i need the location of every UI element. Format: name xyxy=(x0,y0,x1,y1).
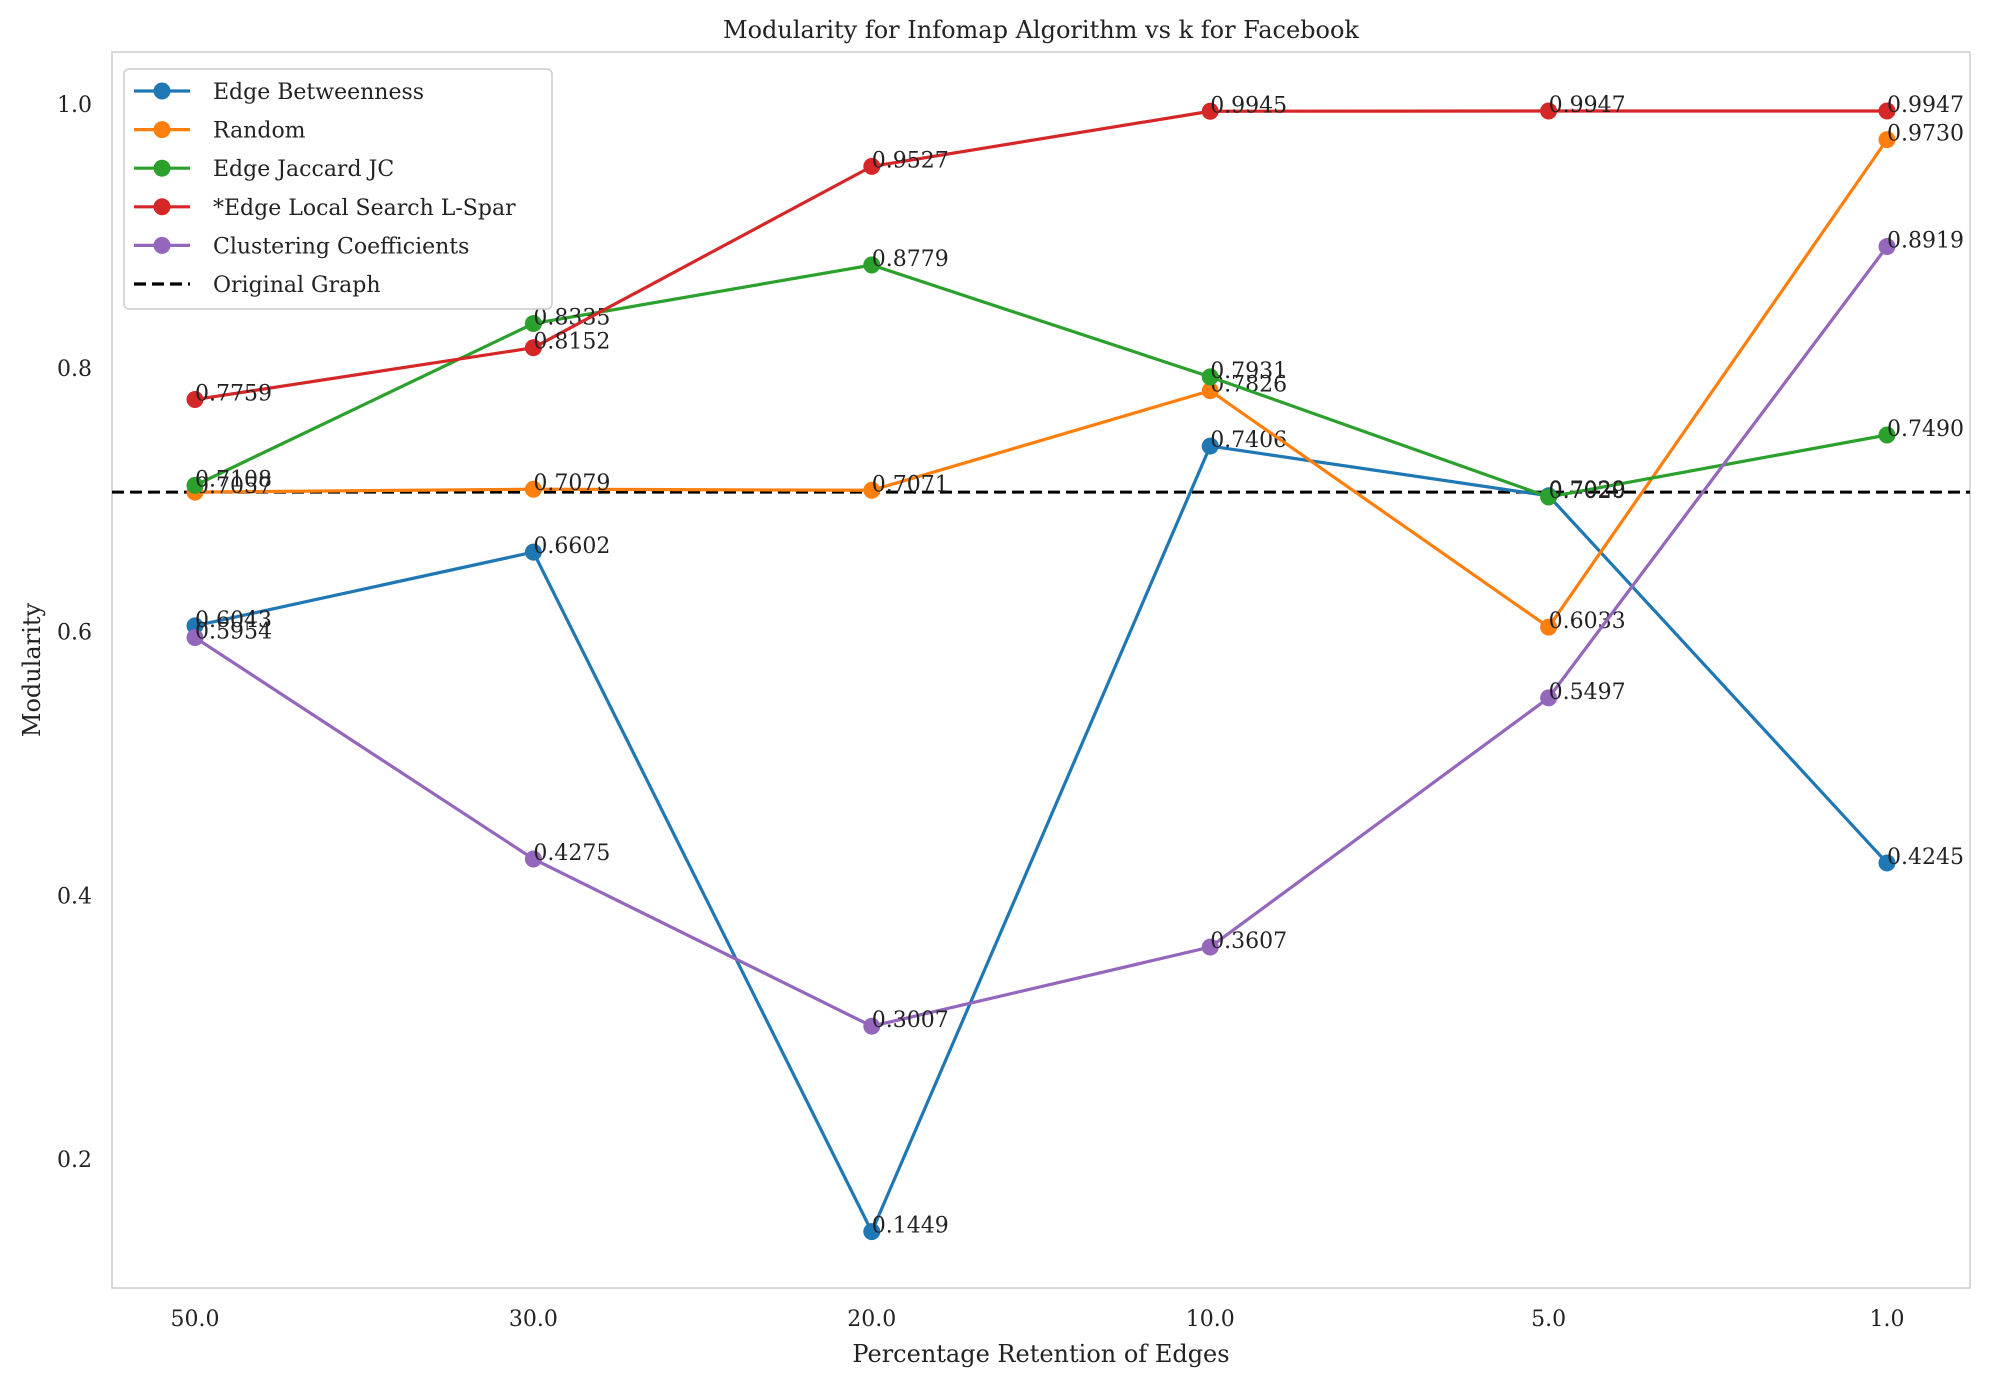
data-point xyxy=(863,1223,881,1241)
data-label: 0.6043 xyxy=(195,608,272,633)
x-tick-label: 10.0 xyxy=(1186,1307,1235,1332)
data-label: 0.6602 xyxy=(533,534,610,559)
series-layer: 0.60430.66020.14490.74060.70290.42450.70… xyxy=(186,93,1964,1241)
data-label: 0.7490 xyxy=(1887,417,1964,442)
data-label: 0.4275 xyxy=(533,841,610,866)
data-label: 0.3007 xyxy=(872,1008,949,1033)
data-point xyxy=(1201,368,1219,386)
y-tick-label: 0.2 xyxy=(57,1148,92,1173)
legend-label: Original Graph xyxy=(213,273,380,298)
series-line xyxy=(194,109,1887,402)
data-point xyxy=(524,850,542,868)
data-label: 0.5497 xyxy=(1549,680,1626,705)
data-point xyxy=(1540,102,1558,120)
data-point xyxy=(1540,488,1558,506)
x-tick-label: 50.0 xyxy=(171,1307,220,1332)
data-label: 0.7071 xyxy=(872,472,949,497)
data-label: 0.5954 xyxy=(195,620,272,645)
data-label: 0.9945 xyxy=(1210,93,1287,118)
y-tick-label: 0.6 xyxy=(57,621,92,646)
data-label: 0.8779 xyxy=(872,247,949,272)
series-line xyxy=(194,444,1889,1236)
data-label: 0.9730 xyxy=(1887,122,1964,147)
data-point xyxy=(863,256,881,274)
legend-label: Edge Jaccard JC xyxy=(213,157,394,182)
data-point xyxy=(524,339,542,357)
data-label: 0.4245 xyxy=(1887,845,1964,870)
data-label: 0.7079 xyxy=(533,471,610,496)
data-point xyxy=(1201,437,1219,455)
data-point xyxy=(524,480,542,498)
data-point xyxy=(863,157,881,175)
x-tick-label: 5.0 xyxy=(1531,1307,1566,1332)
legend-label: *Edge Local Search L-Spar xyxy=(213,196,516,221)
y-tick-label: 0.4 xyxy=(57,884,92,909)
series-group: 0.5954 0.4275 0.3007 0.3607 0.5497 0.8919 xyxy=(186,229,1964,1035)
data-label: 0.9947 xyxy=(1549,93,1626,118)
x-tick-label: 30.0 xyxy=(509,1307,558,1332)
data-point xyxy=(524,315,542,333)
data-point xyxy=(1201,382,1219,400)
data-label: 0.8919 xyxy=(1887,229,1964,254)
data-label: 0.8152 xyxy=(533,330,610,355)
series-group: 0.7759 0.8152 0.9527 0.9945 0.9947 0.9947 xyxy=(186,93,1964,409)
x-axis-ticks: 50.0 30.0 20.0 10.0 5.0 1.0 xyxy=(171,1307,1905,1332)
data-point xyxy=(1878,131,1896,149)
data-label: 0.7759 xyxy=(195,382,272,407)
data-label: 0.7108 xyxy=(195,467,272,492)
data-point xyxy=(186,617,204,635)
data-label: 0.3607 xyxy=(1210,929,1287,954)
data-point xyxy=(186,391,204,409)
legend-swatch-marker xyxy=(153,82,171,100)
data-label: 0.9527 xyxy=(872,148,949,173)
data-label: 0.7406 xyxy=(1210,428,1287,453)
data-label: 0.7826 xyxy=(1210,373,1287,398)
legend-swatch-marker xyxy=(153,198,171,216)
y-tick-label: 0.8 xyxy=(57,357,92,382)
y-axis-ticks: 0.2 0.4 0.6 0.8 1.0 xyxy=(57,93,92,1173)
data-point xyxy=(1201,102,1219,120)
data-label: 0.7020 xyxy=(1549,479,1626,504)
data-point xyxy=(1540,689,1558,707)
data-point xyxy=(524,543,542,561)
y-axis-title: Modularity xyxy=(18,602,46,737)
legend-label: Clustering Coefficients xyxy=(213,234,469,259)
legend-box xyxy=(123,68,553,310)
legend-swatch-marker xyxy=(153,121,171,139)
data-point xyxy=(1878,854,1896,872)
series-line xyxy=(194,138,1889,630)
legend-label: Edge Betweenness xyxy=(213,80,424,105)
series-line xyxy=(194,245,1889,1028)
data-point xyxy=(186,629,204,647)
legend-swatch-marker xyxy=(153,159,171,177)
data-label: 0.9947 xyxy=(1887,93,1964,118)
data-point xyxy=(863,481,881,499)
legend-label: Random xyxy=(213,119,306,144)
data-point xyxy=(1201,938,1219,956)
data-point xyxy=(1878,426,1896,444)
data-point xyxy=(1878,238,1896,256)
y-tick-label: 1.0 xyxy=(57,93,92,118)
legend: Edge Betweenness Random Edge Jaccard JC *Ed… xyxy=(123,68,553,310)
data-point xyxy=(863,1017,881,1035)
x-tick-label: 1.0 xyxy=(1870,1307,1905,1332)
data-label: 0.7931 xyxy=(1210,359,1287,384)
data-point xyxy=(1540,618,1558,636)
x-tick-label: 20.0 xyxy=(847,1307,896,1332)
data-label: 0.1449 xyxy=(872,1214,949,1239)
chart-title: Modularity for Infomap Algorithm vs k fo… xyxy=(723,16,1359,44)
series-line xyxy=(194,263,1888,499)
x-axis-title: Percentage Retention of Edges xyxy=(852,1340,1229,1368)
data-point xyxy=(1878,102,1896,120)
legend-swatch-marker xyxy=(153,236,171,254)
data-point xyxy=(186,476,204,494)
